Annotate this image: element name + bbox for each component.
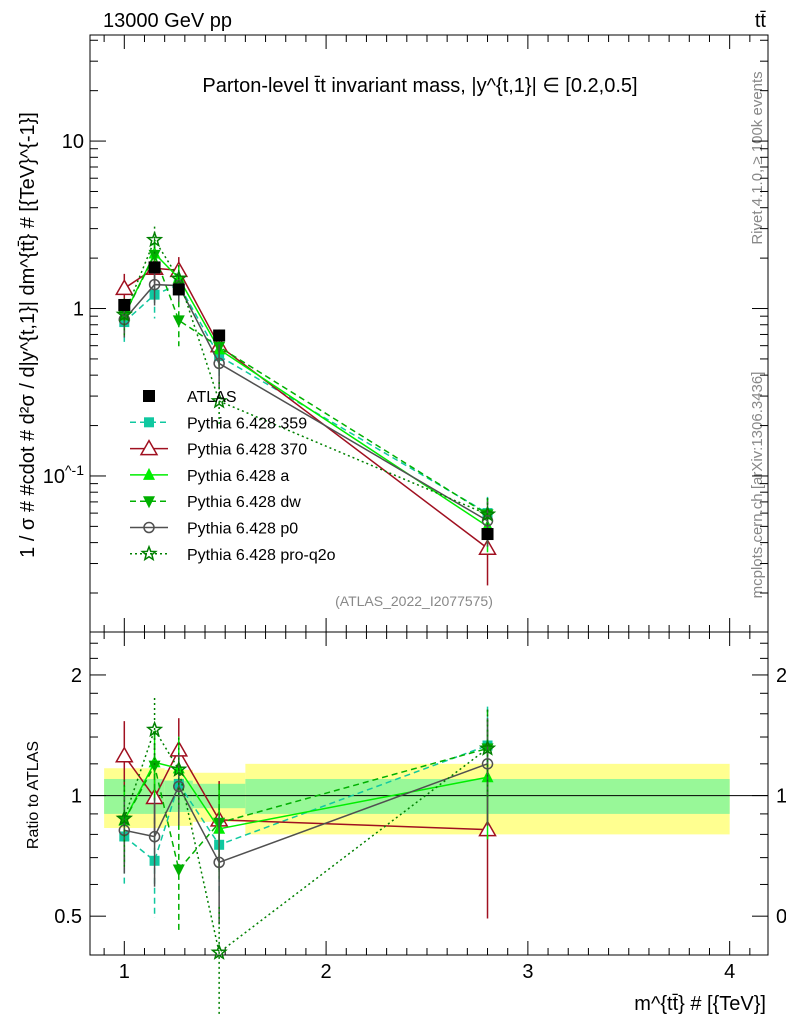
ratio-y-tick-label: 0.5 [54, 906, 82, 928]
triangle-marker [115, 278, 134, 296]
triangle-marker [143, 467, 155, 480]
legend-label: Pythia 6.428 pro-q2o [187, 547, 336, 564]
header-left: 13000 GeV pp [103, 10, 232, 32]
legend-item: Pythia 6.428 pro-q2o [130, 544, 336, 564]
square-marker [172, 283, 185, 296]
x-tick-label: 3 [522, 961, 533, 983]
ratio-y-tick-label: 2 [71, 665, 82, 687]
star-marker [115, 305, 134, 322]
legend-label: Pythia 6.428 370 [187, 442, 307, 459]
ratio-series-line [123, 747, 488, 872]
star-marker [170, 760, 188, 777]
circle-marker [173, 780, 185, 793]
legend-label: ATLAS [187, 389, 237, 406]
star-marker [115, 809, 133, 826]
legend-label: Pythia 6.428 p0 [187, 521, 298, 538]
square-marker [213, 329, 226, 342]
legend-label: Pythia 6.428 dw [187, 494, 301, 511]
ratio-y-tick-label: 0.5 [776, 906, 786, 928]
y-tick-label: 1 [73, 299, 84, 321]
ratio-y-tick-label: 1 [776, 786, 786, 808]
legend-item: Pythia 6.428 dw [130, 494, 301, 511]
y-tick-base: 10 [43, 466, 65, 488]
legend-item: Pythia 6.428 370 [130, 439, 307, 459]
star-marker [210, 391, 228, 409]
y-tick-label: 10 [62, 131, 84, 153]
mc-series [115, 226, 497, 1015]
ratio-frame [89, 631, 769, 956]
rivet-label: Rivet 4.1.0, ≥ 100k events [749, 71, 766, 244]
triangle-marker [115, 746, 134, 763]
circle-marker [213, 357, 225, 370]
square-marker [118, 298, 131, 311]
ratio-y-tick-label: 1 [71, 786, 82, 808]
chart-title: Parton-level t̄t invariant mass, |y^{t,1… [202, 75, 637, 97]
y-axis-label: 1 / σ # #cdot # d²σ / d|y^{t,1}| dm^{tt̄… [17, 112, 39, 558]
circle-marker [148, 830, 161, 843]
mcplots-label: mcplots.cern.ch [arXiv:1306.3436] [749, 372, 766, 599]
ratio-y-tick-label: 2 [776, 665, 786, 687]
legend: ATLAS Pythia 6.428 359 Pythia 6.428 370 Pyt… [130, 389, 336, 564]
triangle-down-marker [148, 249, 161, 262]
star-marker [145, 230, 164, 248]
star-marker [210, 943, 228, 960]
x-axis-label: m^{tt̄} # [{TeV}] [634, 993, 766, 1015]
square-marker [481, 528, 494, 541]
series-line [123, 267, 488, 549]
x-tick-label: 2 [321, 961, 332, 983]
y-tick-label: 10^-1 [43, 462, 84, 488]
star-marker [170, 269, 188, 286]
circle-marker [481, 758, 494, 770]
square-marker [144, 417, 154, 428]
legend-label: Pythia 6.428 359 [187, 415, 307, 432]
triangle-down-marker [172, 864, 185, 877]
legend-item: ATLAS [143, 389, 237, 406]
triangle-down-marker [143, 496, 155, 509]
main-frame [89, 34, 769, 633]
analysis-label: (ATLAS_2022_I2077575) [335, 593, 493, 609]
star-marker [478, 739, 497, 756]
x-tick-label: 4 [724, 961, 735, 983]
ratio-y-axis-label: Ratio to ATLAS [25, 741, 42, 849]
square-marker [148, 261, 161, 274]
circle-marker [143, 521, 155, 534]
ratio-series-line [123, 744, 488, 863]
data-series-atlas [118, 261, 494, 541]
triangle-down-marker [148, 760, 161, 773]
triangle-down-marker [172, 315, 185, 328]
series-line [123, 253, 488, 515]
x-tick-label: 1 [119, 961, 130, 983]
legend-item: Pythia 6.428 359 [130, 415, 307, 432]
y-tick-exponent: ^-1 [65, 462, 84, 478]
square-marker [143, 390, 155, 402]
legend-label: Pythia 6.428 a [187, 468, 289, 485]
circle-marker [148, 278, 161, 291]
legend-item: Pythia 6.428 p0 [130, 521, 298, 538]
star-marker [478, 505, 497, 522]
series-line [123, 238, 488, 516]
star-marker [145, 720, 164, 738]
circle-marker [213, 856, 225, 869]
triangle-marker [139, 439, 159, 456]
header-right: tt̄ [755, 10, 767, 32]
legend-item: Pythia 6.428 a [130, 467, 289, 485]
star-marker [140, 544, 158, 562]
